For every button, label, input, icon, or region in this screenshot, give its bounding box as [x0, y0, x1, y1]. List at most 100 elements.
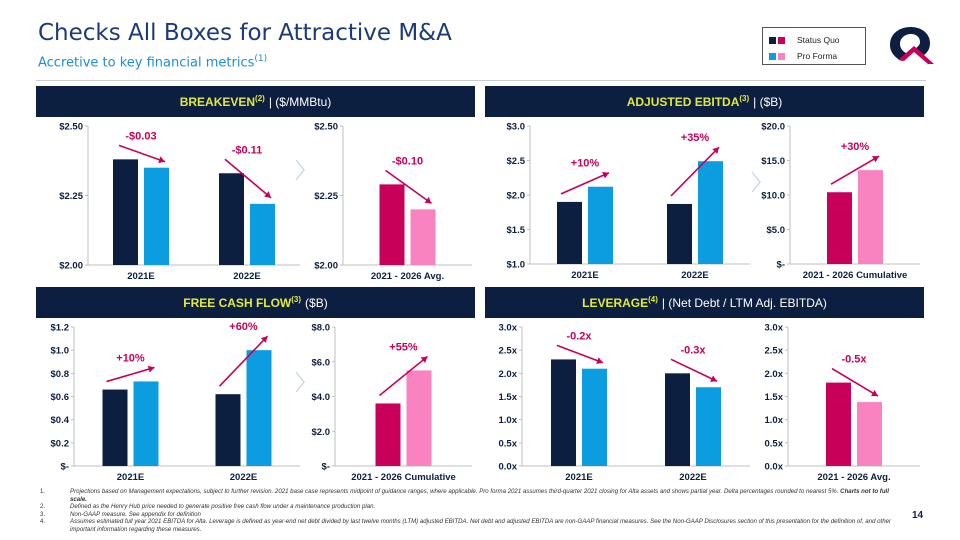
x-tick-label: 2021E — [127, 271, 154, 282]
delta-annotation: -$0.10 — [392, 155, 423, 167]
delta-annotation: -0.5x — [841, 354, 867, 366]
delta-arrow-head — [264, 191, 271, 198]
section-header-ebitda: ADJUSTED EBITDA(3) | ($B) — [485, 86, 924, 117]
section-title-leverage: LEVERAGE — [582, 296, 649, 310]
delta-annotation: +10% — [571, 158, 600, 170]
x-tick-label: 2021 - 2026 Cumulative — [803, 270, 908, 281]
page-title: Checks All Boxes for Attractive M&A — [38, 20, 452, 46]
legend-swatch-magenta — [778, 36, 785, 44]
delta-arrow-line — [556, 344, 604, 364]
y-tick-label: $0.6 — [51, 392, 70, 403]
section-sup-leverage: (4) — [648, 295, 658, 304]
delta-arrow-line — [560, 171, 610, 195]
y-tick-label: 2.5x — [765, 346, 784, 357]
delta-arrow-line — [118, 144, 166, 163]
legend: Status Quo Pro Forma — [762, 27, 866, 65]
page-subtitle: Accretive to key financial metrics(1) — [38, 54, 267, 70]
bar-pro-forma — [246, 350, 272, 466]
x-tick-label: 2022E — [233, 271, 260, 282]
bar-pro-forma — [857, 402, 882, 466]
delta-arrow-head — [420, 356, 428, 363]
y-tick-label: $8.0 — [312, 323, 331, 334]
y-tick-label: $0.8 — [51, 369, 70, 380]
y-tick-label: $10.0 — [761, 191, 785, 202]
company-logo-icon — [890, 27, 934, 64]
footnote-text: Assumes estimated full year 2021 EBITDA … — [70, 518, 900, 533]
y-tick-label: 2.5x — [499, 346, 518, 357]
footnote-body: Assumes estimated full year 2021 EBITDA … — [70, 518, 892, 533]
y-tick-label: $2.00 — [59, 261, 83, 272]
y-tick-label: 1.0x — [765, 415, 784, 426]
y-tick-label: $- — [61, 462, 69, 473]
y-tick-label: 2.0x — [765, 369, 784, 380]
footnote-number: 4. — [40, 518, 46, 526]
y-tick-label: $2.00 — [314, 261, 338, 272]
legend-swatch-navy — [769, 36, 776, 44]
footnote-number: 2. — [40, 503, 46, 511]
footnote-text: Projections based on Management expectat… — [70, 488, 900, 503]
y-tick-label: 3.0x — [499, 323, 518, 334]
delta-arrow-line — [830, 155, 880, 185]
y-tick-label: 0.5x — [499, 438, 518, 449]
legend-item-status-quo: Status Quo — [769, 35, 840, 45]
y-tick-label: 1.5x — [765, 392, 784, 403]
y-tick-label: $1.2 — [51, 323, 70, 334]
delta-annotation: -0.3x — [680, 344, 706, 356]
delta-annotation: -0.2x — [566, 330, 592, 342]
delta-arrow-line — [831, 367, 879, 397]
section-sup-ebitda: (3) — [739, 94, 750, 103]
footnote-number: 3. — [40, 510, 46, 518]
footnote-item: 2. Defined as the Henry Hub price needed … — [40, 503, 900, 511]
y-tick-label: 3.0x — [765, 323, 784, 334]
bar-pro-forma — [410, 209, 436, 265]
delta-arrow-line — [218, 335, 269, 387]
delta-arrow-head — [260, 336, 268, 343]
x-tick-label: 2021 - 2026 Avg. — [817, 472, 890, 483]
y-tick-label: $6.0 — [312, 357, 331, 368]
bar-status-quo — [551, 359, 576, 466]
y-tick-label: $2.50 — [314, 122, 338, 133]
footnote-item: 1. Projections based on Management expect… — [40, 488, 900, 503]
section-unit-fcf: ($B) — [305, 295, 328, 310]
footnote-emphasis: Charts not to full scale. — [70, 488, 889, 503]
delta-annotation: +55% — [389, 341, 418, 353]
x-tick-label: 2021 - 2026 Cumulative — [351, 472, 456, 483]
footnote-body: Projections based on Management expectat… — [70, 488, 839, 495]
legend-label-pro-forma: Pro Forma — [797, 51, 838, 61]
bar-pro-forma — [698, 161, 723, 264]
delta-arrow-head — [871, 389, 878, 397]
legend-label-status-quo: Status Quo — [797, 35, 840, 45]
section-header-breakeven: BREAKEVEN(2) | ($/MMBtu) — [36, 86, 475, 117]
delta-arrow-head — [710, 375, 717, 382]
section-header-fcf: FREE CASH FLOW(3) ($B) — [36, 287, 475, 318]
x-tick-label: 2021E — [117, 472, 144, 483]
section-title-breakeven: BREAKEVEN — [179, 95, 256, 109]
bar-pro-forma — [144, 167, 169, 265]
y-tick-label: $2.0 — [312, 427, 331, 438]
delta-arrow-head — [158, 156, 165, 163]
delta-arrow-head — [602, 171, 609, 179]
y-tick-label: $1.0 — [507, 260, 526, 271]
footnote-body: Non-GAAP measure. See appendix for defin… — [70, 510, 201, 518]
subtitle-text: Accretive to key financial metrics — [38, 55, 255, 71]
delta-arrow-head — [424, 197, 432, 204]
delta-arrow-line — [378, 355, 429, 397]
bar-status-quo — [557, 201, 582, 264]
y-tick-label: $2.0 — [507, 191, 526, 202]
y-tick-label: 0.0x — [499, 462, 518, 473]
section-sup-breakeven: (2) — [255, 94, 265, 103]
y-tick-label: $2.50 — [59, 122, 83, 133]
footnote-text: Non-GAAP measure. See appendix for defin… — [70, 511, 201, 519]
delta-arrow-line — [106, 366, 155, 383]
delta-annotation: +30% — [841, 141, 870, 153]
bar-status-quo — [375, 403, 401, 466]
x-tick-label: 2021 - 2026 Avg. — [371, 271, 444, 282]
section-unit-leverage: | (Net Debt / LTM Adj. EBITDA) — [661, 295, 827, 310]
bar-pro-forma — [696, 387, 721, 466]
bar-status-quo — [102, 389, 128, 466]
section-label-ebitda: ADJUSTED EBITDA(3) — [627, 94, 749, 109]
section-unit-ebitda: | ($B) — [753, 94, 783, 109]
bar-status-quo — [379, 184, 405, 265]
bar-status-quo — [827, 192, 852, 264]
bar-status-quo — [826, 382, 851, 466]
